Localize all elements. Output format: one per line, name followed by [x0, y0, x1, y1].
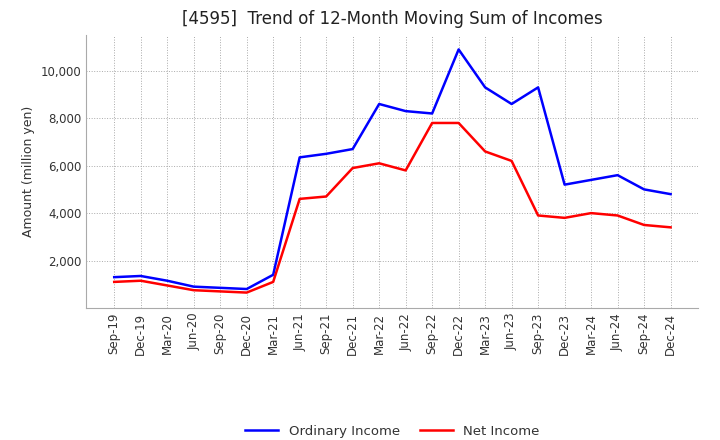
- Ordinary Income: [666, 191, 675, 197]
- Ordinary Income: [587, 177, 595, 183]
- Ordinary Income: [613, 172, 622, 178]
- Net Income: [375, 161, 384, 166]
- Net Income: [560, 215, 569, 220]
- Net Income: [295, 196, 304, 202]
- Title: [4595]  Trend of 12-Month Moving Sum of Incomes: [4595] Trend of 12-Month Moving Sum of I…: [182, 10, 603, 28]
- Ordinary Income: [136, 273, 145, 279]
- Net Income: [189, 288, 198, 293]
- Net Income: [454, 120, 463, 125]
- Net Income: [216, 289, 225, 294]
- Net Income: [110, 279, 119, 285]
- Net Income: [163, 283, 171, 288]
- Net Income: [322, 194, 330, 199]
- Net Income: [428, 120, 436, 125]
- Y-axis label: Amount (million yen): Amount (million yen): [22, 106, 35, 237]
- Net Income: [640, 222, 649, 227]
- Ordinary Income: [216, 285, 225, 290]
- Line: Ordinary Income: Ordinary Income: [114, 49, 670, 289]
- Ordinary Income: [401, 109, 410, 114]
- Net Income: [508, 158, 516, 164]
- Net Income: [534, 213, 542, 218]
- Ordinary Income: [163, 278, 171, 283]
- Ordinary Income: [322, 151, 330, 157]
- Ordinary Income: [481, 85, 490, 90]
- Ordinary Income: [295, 155, 304, 160]
- Ordinary Income: [454, 47, 463, 52]
- Ordinary Income: [189, 284, 198, 289]
- Ordinary Income: [243, 286, 251, 292]
- Ordinary Income: [348, 147, 357, 152]
- Net Income: [401, 168, 410, 173]
- Ordinary Income: [110, 275, 119, 280]
- Net Income: [269, 279, 277, 285]
- Net Income: [666, 225, 675, 230]
- Ordinary Income: [640, 187, 649, 192]
- Line: Net Income: Net Income: [114, 123, 670, 293]
- Ordinary Income: [534, 85, 542, 90]
- Ordinary Income: [375, 101, 384, 106]
- Net Income: [587, 210, 595, 216]
- Net Income: [243, 290, 251, 295]
- Ordinary Income: [269, 272, 277, 278]
- Net Income: [348, 165, 357, 171]
- Ordinary Income: [428, 111, 436, 116]
- Net Income: [613, 213, 622, 218]
- Net Income: [481, 149, 490, 154]
- Legend: Ordinary Income, Net Income: Ordinary Income, Net Income: [240, 420, 545, 440]
- Net Income: [136, 278, 145, 283]
- Ordinary Income: [560, 182, 569, 187]
- Ordinary Income: [508, 101, 516, 106]
